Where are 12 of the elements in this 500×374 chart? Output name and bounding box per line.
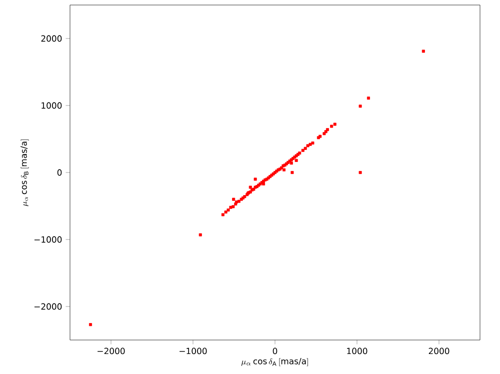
y-tick-label: 2000	[41, 35, 62, 42]
y-tick-label: 0	[57, 169, 62, 176]
y-axis-title: $\mu_\alpha\cos\delta_\mathrm{B}\,[\mbox{mas/a}]$	[20, 140, 29, 206]
x-tick-label: −2000	[98, 348, 125, 354]
x-axis-title: $\mu_\alpha\cos\delta_\mathrm{A}\,[\mbox{mas/a}]$	[241, 358, 308, 366]
x-tick-label: 2000	[428, 348, 450, 354]
y-tick-label: 1000	[42, 102, 62, 109]
x-tick-label: 0	[272, 348, 278, 354]
x-tick-label: −1000	[180, 348, 207, 354]
y-tick-label: −2000	[34, 303, 62, 310]
y-tick-label: −1000	[34, 236, 62, 243]
x-tick-label: 1000	[347, 348, 368, 354]
